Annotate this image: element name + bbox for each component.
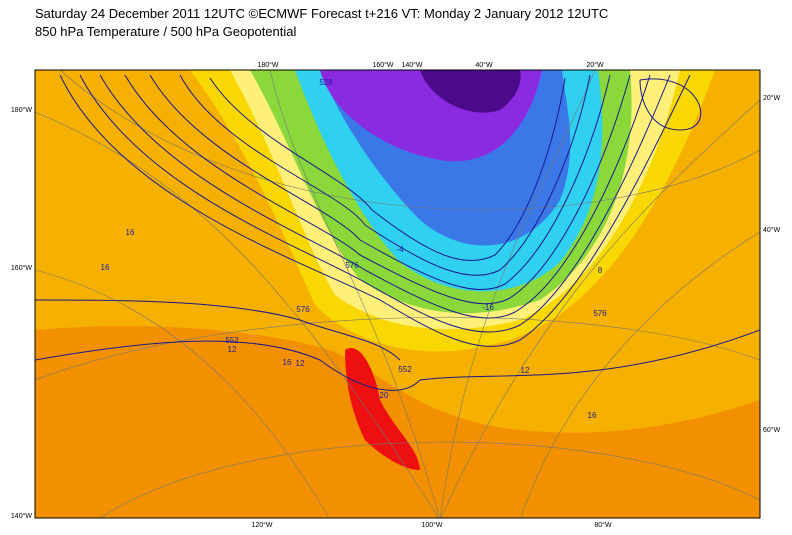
contour-label: 576 (345, 261, 359, 270)
geopotential-contours (35, 74, 760, 391)
contour-label: 576 (593, 309, 607, 318)
axis-label: 160°W (11, 264, 32, 272)
axis-label: 160°W (372, 61, 393, 69)
contour-label: 16 (126, 228, 135, 237)
contour-label: 16 (101, 263, 110, 272)
axis-label: 140°W (11, 512, 32, 520)
contour-label: 20 (380, 391, 389, 400)
axis-label: 180°W (11, 106, 32, 114)
contour-label: 528 (319, 78, 333, 87)
contour-label: 12 (521, 366, 530, 375)
contour-label: 16 (283, 358, 292, 367)
contour-label: -4 (396, 245, 404, 254)
contour-label: 12 (228, 345, 237, 354)
axis-label: 80°W (594, 521, 612, 529)
contour-label: 12 (296, 359, 305, 368)
axis-label: 180°W (257, 61, 278, 69)
axis-label: 20°W (763, 94, 781, 102)
axis-label: 40°W (475, 61, 493, 69)
contour-label: -16 (482, 303, 494, 312)
axis-label: 40°W (763, 226, 781, 234)
axis-label: 100°W (421, 521, 442, 529)
axis-label: 20°W (586, 61, 604, 69)
contour-label: 8 (598, 266, 603, 275)
graticule (35, 70, 760, 518)
title: Saturday 24 December 2011 12UTC ©ECMWF F… (35, 6, 609, 21)
subtitle: 850 hPa Temperature / 500 hPa Geopotenti… (35, 24, 297, 39)
contour-label: 16 (588, 411, 597, 420)
axis-label: 60°W (763, 426, 781, 434)
contour-label: 552 (225, 336, 239, 345)
axis-label: 120°W (251, 521, 272, 529)
axis-label: 140°W (401, 61, 422, 69)
contour-label: 552 (398, 365, 412, 374)
contour-label: 576 (296, 305, 310, 314)
temperature-field (35, 70, 760, 518)
map-frame (34, 69, 761, 519)
